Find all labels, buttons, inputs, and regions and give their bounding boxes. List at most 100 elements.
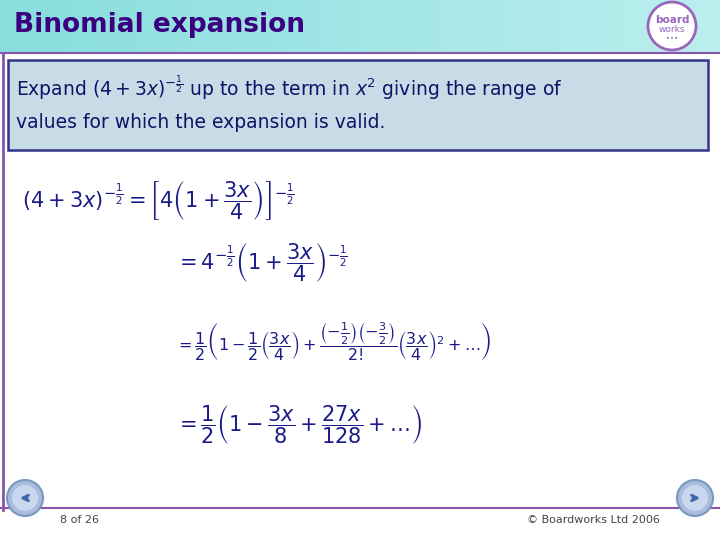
Bar	[414, 0, 418, 52]
Bar	[486, 0, 490, 52]
Bar	[644, 0, 649, 52]
Bar	[479, 0, 483, 52]
Bar	[385, 0, 390, 52]
Bar	[608, 0, 613, 52]
Bar	[702, 0, 706, 52]
Bar	[709, 0, 714, 52]
Bar	[418, 0, 422, 52]
Bar	[450, 0, 454, 52]
Bar	[115, 0, 120, 52]
Bar	[713, 0, 717, 52]
Bar	[580, 0, 584, 52]
Bar	[328, 0, 332, 52]
Bar	[677, 0, 681, 52]
Bar	[302, 0, 307, 52]
Bar	[245, 0, 249, 52]
Bar	[536, 0, 541, 52]
Bar	[637, 0, 642, 52]
Bar	[670, 0, 674, 52]
Bar	[421, 0, 426, 52]
Bar	[36, 0, 40, 52]
Bar	[270, 0, 274, 52]
Circle shape	[12, 485, 38, 511]
Bar	[216, 0, 220, 52]
Bar	[11, 0, 15, 52]
Bar	[461, 0, 465, 52]
Bar	[176, 0, 181, 52]
Bar	[40, 0, 44, 52]
Text: $= \dfrac{1}{2}\left(1 - \dfrac{1}{2}\left(\dfrac{3x}{4}\right) + \dfrac{\left(-: $= \dfrac{1}{2}\left(1 - \dfrac{1}{2}\le…	[175, 321, 491, 363]
Bar	[436, 0, 440, 52]
Bar	[410, 0, 415, 52]
Bar	[137, 0, 141, 52]
Bar	[533, 0, 537, 52]
Bar	[234, 0, 238, 52]
Bar	[191, 0, 195, 52]
Bar	[403, 0, 408, 52]
Bar	[32, 0, 37, 52]
Bar	[54, 0, 58, 52]
Bar	[526, 0, 530, 52]
Bar	[594, 0, 598, 52]
Bar	[378, 0, 382, 52]
Text: board: board	[654, 15, 689, 25]
Bar	[187, 0, 192, 52]
Bar	[529, 0, 534, 52]
Bar	[432, 0, 436, 52]
Bar	[605, 0, 609, 52]
Bar	[716, 0, 720, 52]
Text: $= \dfrac{1}{2}\left(1 - \dfrac{3x}{8} + \dfrac{27x}{128} + \ldots\right)$: $= \dfrac{1}{2}\left(1 - \dfrac{3x}{8} +…	[175, 403, 422, 447]
Circle shape	[677, 480, 713, 516]
Bar	[576, 0, 580, 52]
Bar	[565, 0, 570, 52]
Bar	[108, 0, 112, 52]
Bar	[320, 0, 325, 52]
Bar	[547, 0, 552, 52]
Bar	[148, 0, 152, 52]
Bar	[205, 0, 210, 52]
Bar	[583, 0, 588, 52]
Bar	[439, 0, 444, 52]
Bar	[25, 0, 30, 52]
Bar	[151, 0, 156, 52]
Bar	[688, 0, 692, 52]
Bar	[616, 0, 620, 52]
Bar	[61, 0, 66, 52]
Bar	[515, 0, 519, 52]
Bar	[389, 0, 393, 52]
Text: •••: •••	[666, 36, 678, 42]
Bar	[482, 0, 487, 52]
Bar	[493, 0, 498, 52]
Bar	[198, 0, 202, 52]
Bar	[342, 0, 346, 52]
Bar	[306, 0, 310, 52]
Bar	[194, 0, 199, 52]
Bar	[630, 0, 634, 52]
Bar	[508, 0, 512, 52]
Bar	[590, 0, 595, 52]
Bar	[335, 0, 339, 52]
Bar	[313, 0, 318, 52]
Bar	[673, 0, 678, 52]
Bar	[266, 0, 271, 52]
Circle shape	[7, 480, 43, 516]
Bar	[572, 0, 577, 52]
Bar	[169, 0, 174, 52]
Bar	[130, 0, 134, 52]
Bar	[382, 0, 386, 52]
Bar	[209, 0, 213, 52]
Bar	[241, 0, 246, 52]
Bar	[0, 0, 4, 52]
Bar	[94, 0, 98, 52]
Bar	[475, 0, 480, 52]
Bar	[558, 0, 562, 52]
Bar	[684, 0, 688, 52]
Bar	[428, 0, 433, 52]
Bar	[497, 0, 501, 52]
Bar	[140, 0, 145, 52]
Bar	[400, 0, 404, 52]
Bar	[133, 0, 138, 52]
Bar	[680, 0, 685, 52]
Bar	[468, 0, 472, 52]
Bar	[562, 0, 566, 52]
